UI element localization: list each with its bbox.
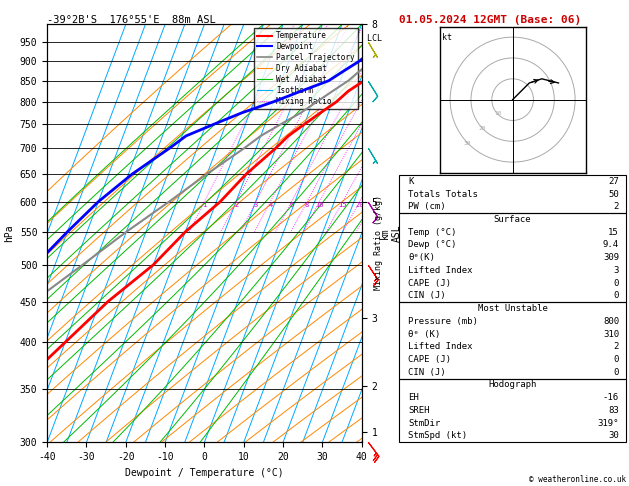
Text: 6: 6 <box>289 202 294 208</box>
Text: CAPE (J): CAPE (J) <box>408 355 452 364</box>
Text: 27: 27 <box>608 177 619 186</box>
Text: StmSpd (kt): StmSpd (kt) <box>408 432 467 440</box>
Text: SREH: SREH <box>408 406 430 415</box>
Text: 2: 2 <box>614 202 619 211</box>
Text: 319°: 319° <box>598 418 619 428</box>
Text: Surface: Surface <box>494 215 532 224</box>
Text: EH: EH <box>408 393 419 402</box>
Text: Pressure (mb): Pressure (mb) <box>408 317 478 326</box>
Text: 50: 50 <box>608 190 619 199</box>
Text: LCL: LCL <box>362 34 382 43</box>
Text: -16: -16 <box>603 393 619 402</box>
Text: © weatheronline.co.uk: © weatheronline.co.uk <box>529 474 626 484</box>
Text: Dewp (°C): Dewp (°C) <box>408 241 457 249</box>
Text: -39°2B'S  176°55'E  88m ASL: -39°2B'S 176°55'E 88m ASL <box>47 15 216 25</box>
Text: 10: 10 <box>494 111 501 116</box>
Text: 1: 1 <box>202 202 206 208</box>
Text: CIN (J): CIN (J) <box>408 292 446 300</box>
Text: PW (cm): PW (cm) <box>408 202 446 211</box>
Text: 0: 0 <box>614 292 619 300</box>
Text: θᵉ (K): θᵉ (K) <box>408 330 441 339</box>
Text: 3: 3 <box>614 266 619 275</box>
Text: 10: 10 <box>315 202 324 208</box>
Text: 15: 15 <box>338 202 347 208</box>
Text: Hodograph: Hodograph <box>489 381 537 389</box>
Text: 01.05.2024 12GMT (Base: 06): 01.05.2024 12GMT (Base: 06) <box>399 15 582 25</box>
Text: 0: 0 <box>614 368 619 377</box>
Text: K: K <box>408 177 414 186</box>
Text: 15: 15 <box>608 228 619 237</box>
Text: 20: 20 <box>479 125 486 131</box>
Text: 0: 0 <box>614 278 619 288</box>
Text: 0: 0 <box>614 355 619 364</box>
Text: 30: 30 <box>608 432 619 440</box>
Text: 310: 310 <box>603 330 619 339</box>
Text: Temp (°C): Temp (°C) <box>408 228 457 237</box>
Text: 3: 3 <box>253 202 258 208</box>
Text: Mixing Ratio (g/kg): Mixing Ratio (g/kg) <box>374 195 383 291</box>
Y-axis label: hPa: hPa <box>4 225 14 242</box>
Y-axis label: km
ASL: km ASL <box>380 225 402 242</box>
Text: Most Unstable: Most Unstable <box>477 304 548 313</box>
Text: StmDir: StmDir <box>408 418 441 428</box>
Text: 2: 2 <box>234 202 238 208</box>
Text: 8: 8 <box>305 202 309 208</box>
Text: CIN (J): CIN (J) <box>408 368 446 377</box>
Text: kt: kt <box>442 33 452 42</box>
Text: 83: 83 <box>608 406 619 415</box>
Text: 20: 20 <box>355 202 364 208</box>
Text: 4: 4 <box>268 202 272 208</box>
Text: θᵉ(K): θᵉ(K) <box>408 253 435 262</box>
Text: 30: 30 <box>464 140 471 146</box>
Text: 800: 800 <box>603 317 619 326</box>
Text: Lifted Index: Lifted Index <box>408 342 473 351</box>
Legend: Temperature, Dewpoint, Parcel Trajectory, Dry Adiabat, Wet Adiabat, Isotherm, Mi: Temperature, Dewpoint, Parcel Trajectory… <box>254 28 358 109</box>
Text: CAPE (J): CAPE (J) <box>408 278 452 288</box>
Text: 2: 2 <box>614 342 619 351</box>
Text: 309: 309 <box>603 253 619 262</box>
X-axis label: Dewpoint / Temperature (°C): Dewpoint / Temperature (°C) <box>125 468 284 478</box>
Text: Lifted Index: Lifted Index <box>408 266 473 275</box>
Text: 9.4: 9.4 <box>603 241 619 249</box>
Text: Totals Totals: Totals Totals <box>408 190 478 199</box>
